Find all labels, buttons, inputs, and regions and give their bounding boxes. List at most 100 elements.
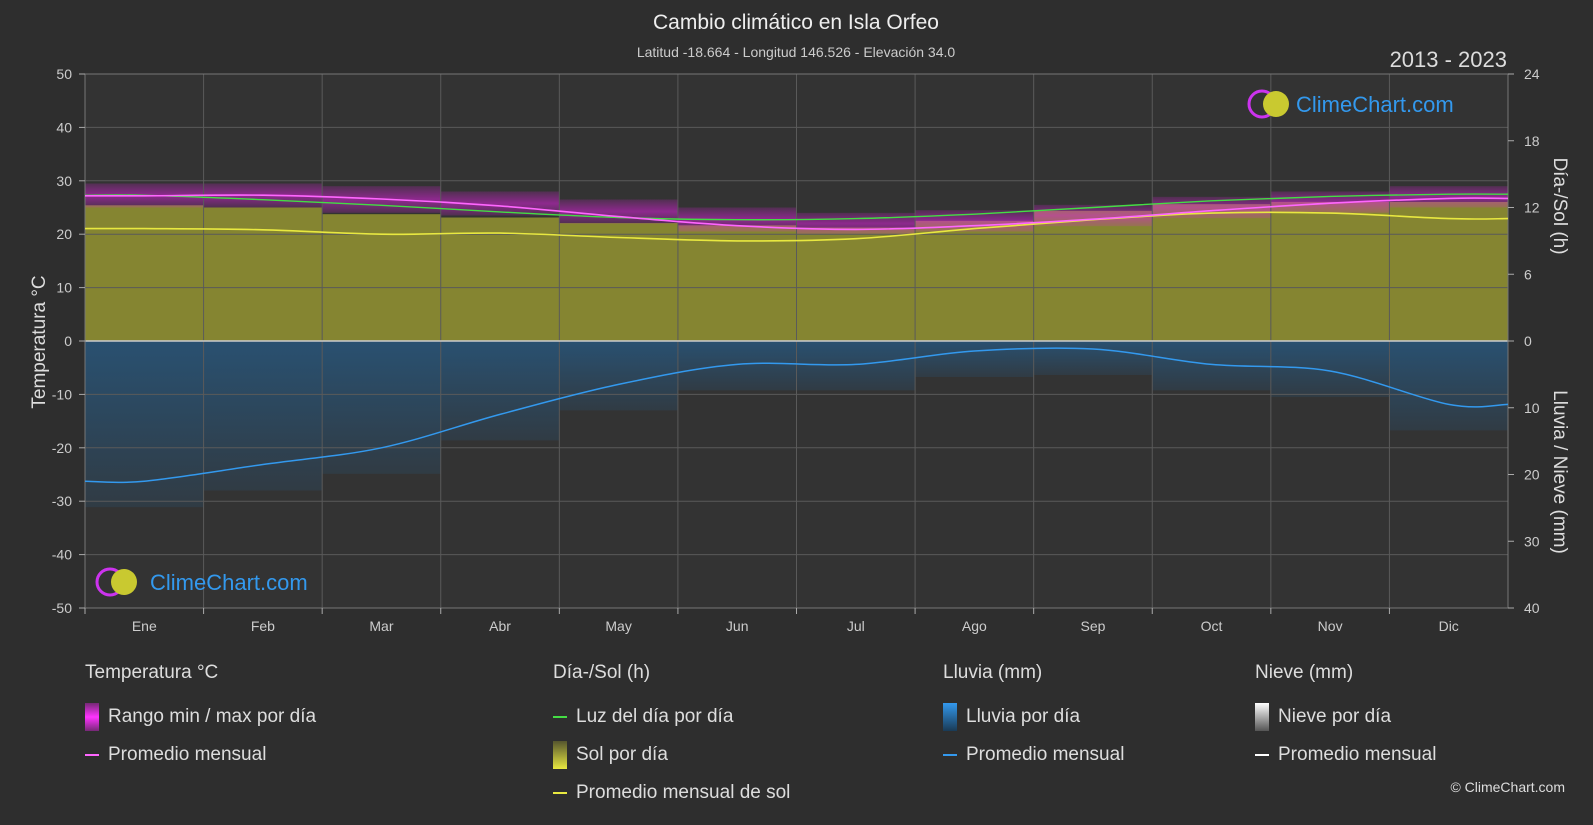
legend-item[interactable]: Lluvia por día <box>943 698 1124 736</box>
left-tick-label: -20 <box>52 440 72 456</box>
right-bottom-tick-label: 20 <box>1524 467 1540 483</box>
legend-title: Día-/Sol (h) <box>553 662 651 683</box>
left-tick-label: 20 <box>56 226 72 242</box>
rain-avg-line <box>84 347 1509 484</box>
rain-bar <box>203 341 323 491</box>
sun-avg-line <box>84 211 1509 242</box>
sunshine-bar <box>203 207 323 341</box>
x-tick-label: Ago <box>962 618 987 634</box>
rain-bar <box>915 341 1034 378</box>
sunshine-bar <box>796 227 916 341</box>
snow-avg-swatch <box>1255 754 1269 756</box>
x-tick-label: Mar <box>369 618 393 634</box>
left-axis-label: Temperatura °C <box>29 275 50 408</box>
x-tick-label: Jun <box>726 618 749 634</box>
x-tick-label: Nov <box>1318 618 1343 634</box>
rain-swatch <box>943 703 957 731</box>
left-tick-label: 30 <box>56 173 72 189</box>
rain-bar <box>796 341 916 391</box>
legend-title: Lluvia (mm) <box>943 662 1043 683</box>
left-tick-label: 10 <box>56 280 72 296</box>
x-tick-label: Ene <box>132 618 157 634</box>
right-bottom-tick-label: 10 <box>1524 400 1540 416</box>
rain-bar <box>1389 341 1508 431</box>
right-top-tick-label: 0 <box>1524 333 1532 349</box>
sunshine-bar <box>1033 210 1153 341</box>
snow-swatch <box>1255 703 1269 731</box>
x-tick-label: Feb <box>251 618 275 634</box>
rain-bar <box>1033 341 1153 376</box>
brand-name: ClimeChart.com <box>1296 92 1454 117</box>
legend-item[interactable]: Promedio mensual <box>1255 736 1436 774</box>
right-top-tick-label: 6 <box>1524 266 1532 282</box>
legend-title: Temperatura °C <box>85 662 219 683</box>
right-bottom-axis-label: Lluvia / Nieve (mm) <box>1549 390 1570 554</box>
legend-item[interactable]: Nieve por día <box>1255 698 1436 736</box>
right-top-tick-label: 12 <box>1524 200 1540 216</box>
sun-avg-swatch <box>553 792 567 794</box>
legend-temperature: Temperatura °C Rango min / max por día P… <box>85 662 316 774</box>
x-tick-label: Dic <box>1439 618 1459 634</box>
left-tick-label: -10 <box>52 386 72 402</box>
sunshine-bar <box>1270 201 1390 341</box>
legend-snow: Nieve (mm) Nieve por día Promedio mensua… <box>1255 662 1436 774</box>
sunshine-bar <box>440 217 560 341</box>
logo-sun-icon <box>111 569 137 595</box>
legend-sun: Día-/Sol (h) Luz del día por día Sol por… <box>553 662 790 812</box>
sunshine-bar <box>915 220 1034 341</box>
sunshine-bar <box>1152 204 1271 341</box>
chart-subtitle: Latitud -18.664 - Longitud 146.526 - Ele… <box>637 44 956 60</box>
legend-title: Nieve (mm) <box>1255 662 1354 683</box>
left-tick-label: -30 <box>52 493 72 509</box>
right-top-tick-label: 18 <box>1524 133 1540 149</box>
temp-avg-line <box>85 194 1509 231</box>
temp-range-bar <box>796 212 916 235</box>
sunshine-bar <box>559 223 678 341</box>
x-tick-label: Abr <box>489 618 511 634</box>
logo-sun-icon <box>1263 91 1289 117</box>
temp-avg-swatch <box>85 754 99 756</box>
left-tick-label: -50 <box>52 600 72 616</box>
right-top-tick-label: 24 <box>1524 66 1540 82</box>
legend-item[interactable]: Promedio mensual de sol <box>553 774 790 812</box>
sunshine-bar <box>322 214 441 341</box>
left-tick-label: -40 <box>52 547 72 563</box>
right-bottom-tick-label: 40 <box>1524 600 1540 616</box>
rain-bar <box>85 341 204 508</box>
temp-range-swatch <box>85 703 99 731</box>
rain-bar <box>1270 341 1390 398</box>
rain-bar <box>677 341 797 391</box>
brand-logo-bottom[interactable]: ClimeChart.com <box>95 567 308 597</box>
rain-bar <box>440 341 560 441</box>
right-top-axis-label: Día-/Sol (h) <box>1549 157 1570 254</box>
chart-title: Cambio climático en Isla Orfeo <box>653 11 939 34</box>
legend-rain: Lluvia (mm) Lluvia por día Promedio mens… <box>943 662 1124 774</box>
daylight-line <box>84 193 1509 221</box>
legend-item[interactable]: Rango min / max por día <box>85 698 316 736</box>
daylight-swatch <box>553 716 567 718</box>
legend-item[interactable]: Promedio mensual <box>943 736 1124 774</box>
legend-item[interactable]: Sol por día <box>553 736 790 774</box>
rain-avg-swatch <box>943 754 957 756</box>
x-tick-label: May <box>605 618 631 634</box>
left-tick-label: 0 <box>64 333 72 349</box>
brand-name: ClimeChart.com <box>150 570 308 595</box>
sunshine-bar <box>677 225 797 341</box>
sunshine-bar <box>1389 201 1508 341</box>
climate-chart: Cambio climático en Isla Orfeo Latitud -… <box>29 11 1570 634</box>
legend-item[interactable]: Promedio mensual <box>85 736 316 774</box>
sunshine-bar <box>85 205 204 341</box>
brand-logo-top[interactable]: ClimeChart.com <box>1247 89 1454 119</box>
left-tick-label: 50 <box>56 66 72 82</box>
temp-range-bar <box>1389 186 1508 208</box>
copyright: © ClimeChart.com <box>1450 779 1565 795</box>
legend-item[interactable]: Luz del día por día <box>553 698 790 736</box>
sunshine-swatch <box>553 741 567 769</box>
x-tick-label: Jul <box>847 618 865 634</box>
x-tick-label: Oct <box>1201 618 1223 634</box>
left-tick-label: 40 <box>56 119 72 135</box>
temp-range-bar <box>1270 191 1390 213</box>
rain-bar <box>322 341 441 474</box>
x-tick-label: Sep <box>1080 618 1105 634</box>
year-range: 2013 - 2023 <box>1390 47 1507 72</box>
